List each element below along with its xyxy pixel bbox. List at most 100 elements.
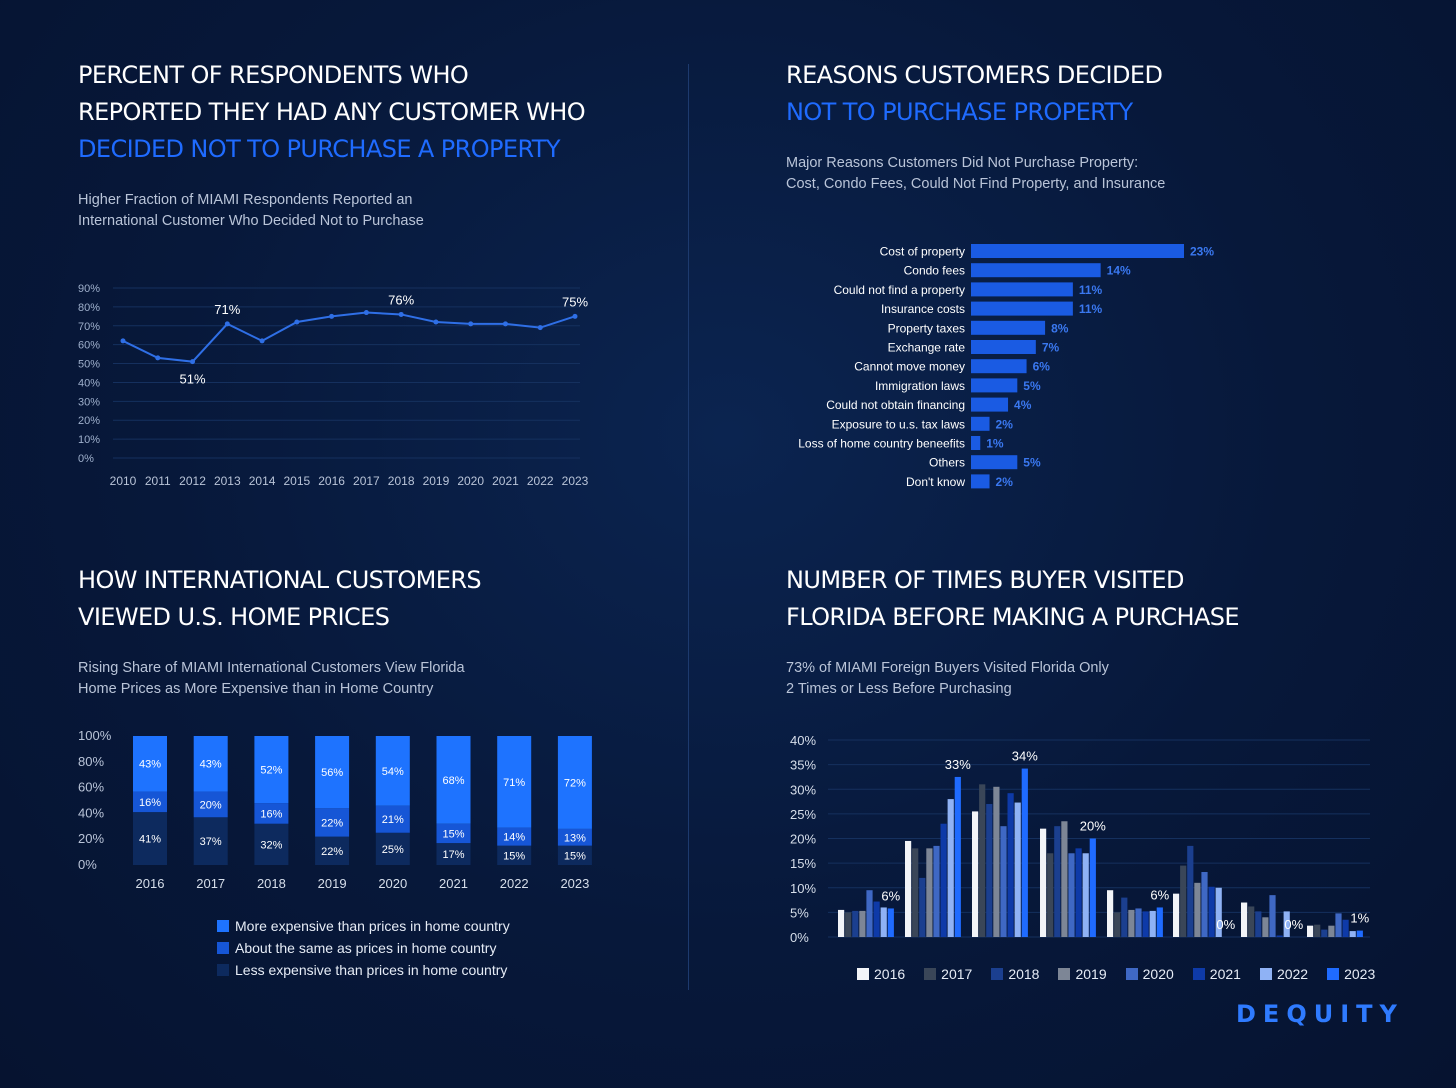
grouped-legend-item: 2017: [924, 966, 972, 982]
hbar-bar: [971, 282, 1073, 297]
hbar-bar: [971, 263, 1101, 278]
stacked-value-label: 17%: [442, 849, 464, 861]
grouped-legend-item: 2023: [1327, 966, 1375, 982]
line-x-tick-label: 2013: [214, 474, 241, 488]
line-x-tick-label: 2022: [527, 474, 554, 488]
hbar-bar: [971, 474, 990, 489]
grouped-legend-item: 2018: [991, 966, 1039, 982]
grouped-bar: [947, 799, 954, 937]
line-data-label: 71%: [214, 302, 240, 317]
stacked-value-label: 21%: [382, 814, 404, 826]
grouped-bar: [1068, 853, 1075, 937]
grouped-y-tick-label: 40%: [790, 733, 816, 748]
panel3-subtitle: Rising Share of MIAMI International Cust…: [78, 658, 481, 700]
panel1-title-line-2: REPORTED THEY HAD ANY CUSTOMER WHO: [78, 98, 586, 126]
panel1-subtitle-line-1: Higher Fraction of MIAMI Respondents Rep…: [78, 192, 413, 208]
grouped-bar: [880, 907, 887, 937]
grouped-y-tick-label: 0%: [790, 930, 809, 945]
grouped-bar: [933, 845, 940, 937]
grouped-bar: [1349, 931, 1356, 937]
line-y-tick-label: 40%: [78, 377, 100, 389]
stacked-y-tick-label: 40%: [78, 805, 104, 820]
line-point: [363, 310, 369, 316]
hbar-value-label: 2%: [996, 417, 1014, 431]
grouped-bar: [1307, 925, 1314, 937]
line-x-tick-label: 2015: [283, 474, 310, 488]
stacked-segment: [436, 843, 471, 865]
grouped-legend-swatch: [1192, 968, 1205, 980]
line-x-tick-label: 2016: [318, 474, 345, 488]
grouped-data-label: 1%: [1350, 911, 1369, 926]
hbar-category-label: Could not obtain financing: [826, 398, 965, 412]
stacked-segment: [497, 736, 532, 828]
legend-swatch-more: [217, 920, 229, 932]
hbar-bar: [971, 340, 1036, 354]
hbar-value-label: 11%: [1079, 302, 1103, 316]
grouped-bar: [905, 840, 912, 937]
grouped-legend-swatch: [1125, 968, 1138, 980]
stacked-bar-chart: 0% 20% 40% 60% 80% 100% 41% 16% 43% 2016 37% 20% 43%…: [78, 728, 592, 891]
stacked-value-label: 52%: [260, 765, 282, 777]
stacked-value-label: 15%: [503, 850, 525, 862]
line-y-tick-label: 20%: [78, 415, 100, 427]
line-y-tick-label: 10%: [78, 434, 100, 446]
line-data-label: 51%: [180, 372, 206, 387]
line-y-tick-label: 60%: [78, 340, 100, 352]
grouped-legend-label: 2021: [1209, 966, 1241, 982]
stacked-segment: [193, 817, 228, 865]
grouped-bar: [986, 804, 993, 937]
legend-label-less: Less expensive than prices in home count…: [235, 962, 508, 978]
stacked-segment: [375, 736, 410, 806]
grouped-bar: [866, 890, 873, 937]
stacked-value-label: 72%: [564, 777, 586, 789]
panel2-title-line-2: NOT TO PURCHASE PROPERTY: [786, 98, 1133, 126]
line-y-tick-label: 0%: [78, 453, 94, 465]
line-series: [122, 311, 576, 363]
reasons-bar-chart: Cost of property 23% Condo fees 14% Could no…: [798, 244, 1214, 489]
hbar-bar: [971, 416, 990, 431]
grouped-bar: [1335, 913, 1342, 937]
hbar-category-label: Exchange rate: [888, 341, 966, 355]
hbar-value-label: 2%: [996, 475, 1014, 489]
panel3-subtitle-line-2: Home Prices as More Expensive than in Ho…: [78, 681, 434, 697]
line-point: [155, 355, 161, 361]
panel-reasons: REASONS CUSTOMERS DECIDED NOT TO PURCHAS…: [786, 57, 1165, 195]
panel4-subtitle: 73% of MIAMI Foreign Buyers Visited Flor…: [786, 658, 1239, 700]
grouped-bar: [1149, 910, 1156, 937]
line-x-tick-label: 2017: [353, 474, 380, 488]
grouped-bar: [838, 909, 845, 937]
legend-swatch-same: [217, 942, 229, 954]
stacked-segment: [375, 805, 410, 833]
panel2-subtitle: Major Reasons Customers Did Not Purchase…: [786, 153, 1165, 195]
grouped-legend-label: 2020: [1142, 966, 1174, 982]
grouped-bar: [1114, 912, 1121, 937]
line-x-tick-label: 2018: [388, 474, 415, 488]
hbar-value-label: 11%: [1079, 283, 1103, 297]
panel3-title-line-1: HOW INTERNATIONAL CUSTOMERS: [78, 566, 482, 594]
dequity-logo: DEQUITY: [1236, 1000, 1404, 1028]
stacked-x-tick-label: 2021: [439, 876, 468, 891]
grouped-bar: [1000, 826, 1007, 937]
hbar-bar: [971, 436, 981, 450]
stacked-legend: More expensive than prices in home count…: [217, 915, 510, 981]
stacked-value-label: 71%: [503, 777, 525, 789]
stacked-segment: [315, 836, 350, 865]
hbar-category-label: Exposure to u.s. tax laws: [832, 417, 965, 431]
stacked-segment: [375, 832, 410, 865]
grouped-bar: [993, 786, 1000, 937]
grouped-legend-item: 2020: [1125, 966, 1174, 982]
grouped-bar: [1269, 895, 1276, 937]
grouped-bar: [1215, 887, 1222, 937]
line-point: [502, 321, 508, 327]
hbar-value-label: 14%: [1107, 264, 1131, 278]
line-point: [294, 319, 300, 325]
grouped-legend-label: 2017: [941, 966, 973, 982]
stacked-segment: [133, 812, 167, 865]
panel2-subtitle-line-1: Major Reasons Customers Did Not Purchase…: [786, 155, 1139, 171]
line-x-tick-label: 2023: [562, 474, 589, 488]
grouped-bar: [1142, 911, 1149, 937]
grouped-bar: [1194, 882, 1201, 937]
panel-visits: NUMBER OF TIMES BUYER VISITED FLORIDA BE…: [786, 562, 1240, 700]
grouped-legend-label: 2019: [1075, 966, 1107, 982]
line-y-tick-label: 50%: [78, 359, 100, 371]
